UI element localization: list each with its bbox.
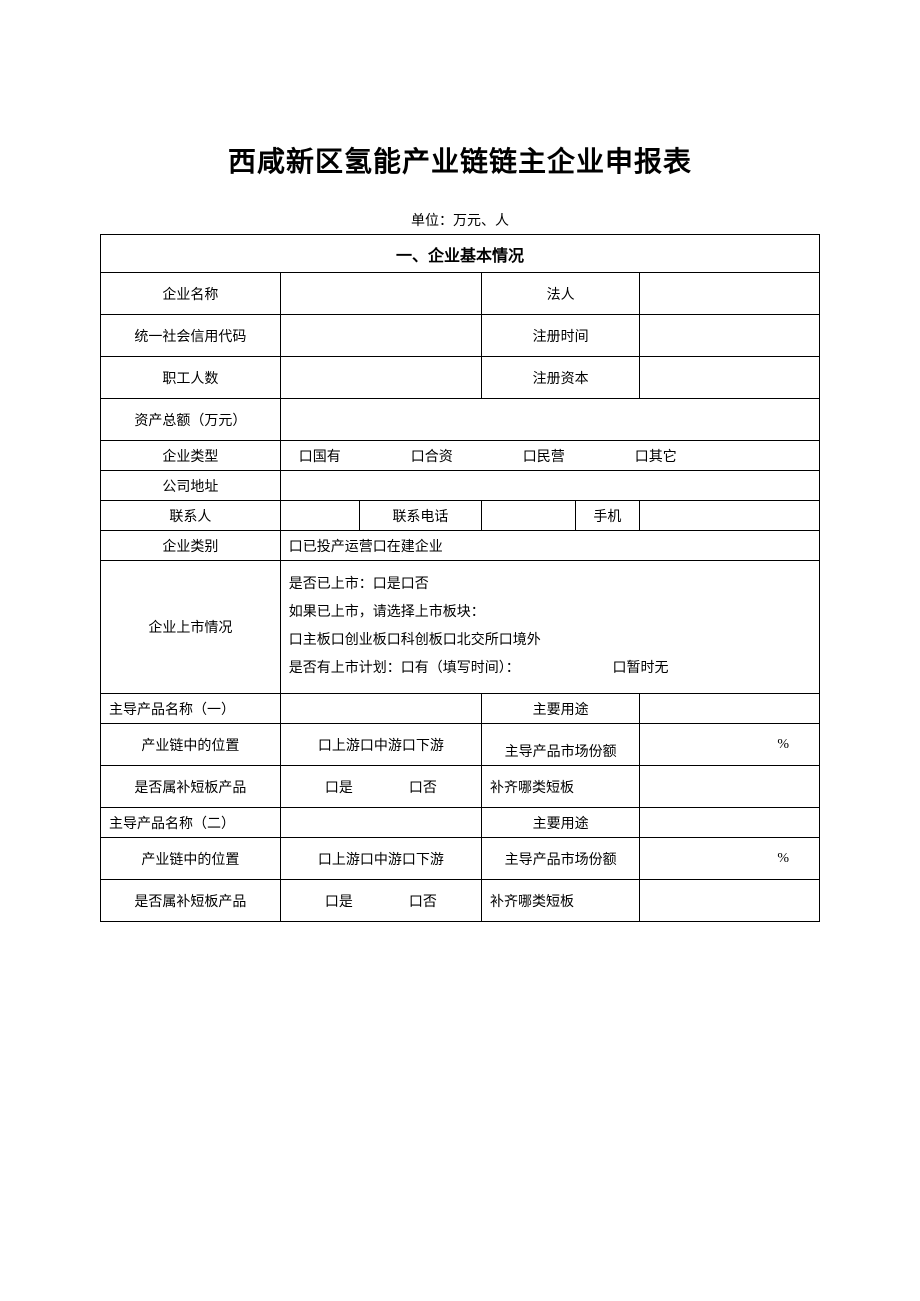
label-product1-shortboard: 是否属补短板产品 — [101, 766, 281, 808]
label-product2-shortboard-type: 补齐哪类短板 — [482, 880, 640, 922]
listing-line-3: 口主板口创业板口科创板口北交所口境外 — [289, 627, 811, 655]
label-mobile: 手机 — [575, 501, 640, 531]
label-category: 企业类别 — [101, 531, 281, 561]
value-legal-person — [640, 273, 820, 315]
label-product1-chain: 产业链中的位置 — [101, 724, 281, 766]
label-listing: 企业上市情况 — [101, 561, 281, 694]
label-address: 公司地址 — [101, 471, 281, 501]
listing-line-4b: 口暂时无 — [613, 655, 669, 683]
unit-note: 单位：万元、人 — [100, 210, 820, 230]
value-mobile — [640, 501, 820, 531]
value-product2-name — [280, 808, 481, 838]
value-product1-name — [280, 694, 481, 724]
label-product2-shortboard: 是否属补短板产品 — [101, 880, 281, 922]
application-form-table: 一、企业基本情况 企业名称 法人 统一社会信用代码 注册时间 职工人数 注册资本… — [100, 234, 820, 922]
value-company-name — [280, 273, 481, 315]
label-reg-time: 注册时间 — [482, 315, 640, 357]
label-product1-market: 主导产品市场份额 — [482, 724, 640, 766]
value-total-assets — [280, 399, 819, 441]
listing-line-4a: 是否有上市计划：口有（填写时间）： — [289, 655, 613, 683]
label-legal-person: 法人 — [482, 273, 640, 315]
value-company-type: 口国有 口合资 口民营 口其它 — [280, 441, 819, 471]
listing-line-2: 如果已上市，请选择上市板块： — [289, 599, 811, 627]
label-product1-shortboard-type: 补齐哪类短板 — [482, 766, 640, 808]
value-product2-chain: 口上游口中游口下游 — [280, 838, 481, 880]
value-address — [280, 471, 819, 501]
label-contact: 联系人 — [101, 501, 281, 531]
label-product2-market: 主导产品市场份额 — [482, 838, 640, 880]
label-product2-use: 主要用途 — [482, 808, 640, 838]
value-product1-use — [640, 694, 820, 724]
label-product2-chain: 产业链中的位置 — [101, 838, 281, 880]
section-1-header: 一、企业基本情况 — [101, 235, 820, 273]
label-phone: 联系电话 — [359, 501, 481, 531]
label-reg-capital: 注册资本 — [482, 357, 640, 399]
value-product1-chain: 口上游口中游口下游 — [280, 724, 481, 766]
value-reg-time — [640, 315, 820, 357]
label-product1-name: 主导产品名称（一） — [101, 694, 281, 724]
value-product2-shortboard: 口是 口否 — [280, 880, 481, 922]
label-credit-code: 统一社会信用代码 — [101, 315, 281, 357]
value-product1-market: % — [640, 724, 820, 766]
value-credit-code — [280, 315, 481, 357]
value-product1-shortboard: 口是 口否 — [280, 766, 481, 808]
value-product1-shortboard-type — [640, 766, 820, 808]
label-product2-name: 主导产品名称（二） — [101, 808, 281, 838]
value-product2-use — [640, 808, 820, 838]
label-employee-count: 职工人数 — [101, 357, 281, 399]
label-product1-use: 主要用途 — [482, 694, 640, 724]
value-listing: 是否已上市：口是口否 如果已上市，请选择上市板块： 口主板口创业板口科创板口北交… — [280, 561, 819, 694]
page-title: 西咸新区氢能产业链链主企业申报表 — [100, 140, 820, 180]
listing-line-1: 是否已上市：口是口否 — [289, 571, 811, 599]
value-employee-count — [280, 357, 481, 399]
value-product2-market: % — [640, 838, 820, 880]
label-total-assets: 资产总额（万元） — [101, 399, 281, 441]
value-phone — [482, 501, 575, 531]
label-company-type: 企业类型 — [101, 441, 281, 471]
label-company-name: 企业名称 — [101, 273, 281, 315]
value-category: 口已投产运营口在建企业 — [280, 531, 819, 561]
value-product2-shortboard-type — [640, 880, 820, 922]
value-contact — [280, 501, 359, 531]
value-reg-capital — [640, 357, 820, 399]
